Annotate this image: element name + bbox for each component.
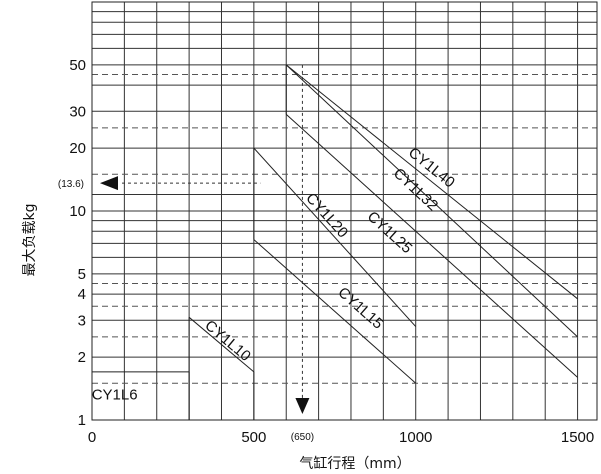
y-tick-label: 3 (78, 312, 86, 329)
y-tick-label: 2 (78, 349, 86, 366)
arrow-left-icon (100, 176, 118, 191)
y-tick-label: 10 (69, 203, 86, 220)
series-lines (92, 64, 578, 420)
series-label-cy1l6: CY1L6 (92, 387, 138, 404)
series-line-cy1l20 (253, 147, 417, 327)
x-tick-label: 0 (88, 429, 96, 446)
x-tick-label: 500 (241, 429, 266, 446)
annotation-labels: (650) (13.6) (58, 179, 314, 443)
x-tick-label: 1000 (399, 429, 432, 446)
y-tick-label: 1 (78, 412, 86, 429)
y-tick-label: 4 (78, 286, 86, 303)
x-axis-label: 气缸行程（mm） (299, 455, 410, 472)
series-line-cy1l32 (285, 64, 578, 338)
y-tick-label: 50 (69, 57, 86, 74)
annotation-label: (13.6) (58, 179, 84, 190)
y-tick-label: 20 (69, 140, 86, 157)
series-line-cy1l40 (285, 64, 578, 300)
series-line-cy1l25 (285, 113, 578, 378)
grid-lines (92, 2, 597, 421)
guide-lines (100, 64, 310, 414)
x-tick-label: 1500 (561, 429, 594, 446)
y-tick-label: 30 (69, 103, 86, 120)
annotation-label: (650) (291, 432, 314, 443)
y-axis-label: 最大负载kg (22, 204, 38, 277)
arrow-down-icon (295, 398, 310, 414)
y-tick-label: 5 (78, 266, 86, 283)
series-line-cy1l10 (188, 316, 255, 373)
series-line-cy1l15 (253, 239, 417, 384)
tick-labels: 0 500 1000 1500 1 2 3 4 5 10 20 30 50 (69, 57, 594, 446)
plot-frame (91, 1, 598, 421)
